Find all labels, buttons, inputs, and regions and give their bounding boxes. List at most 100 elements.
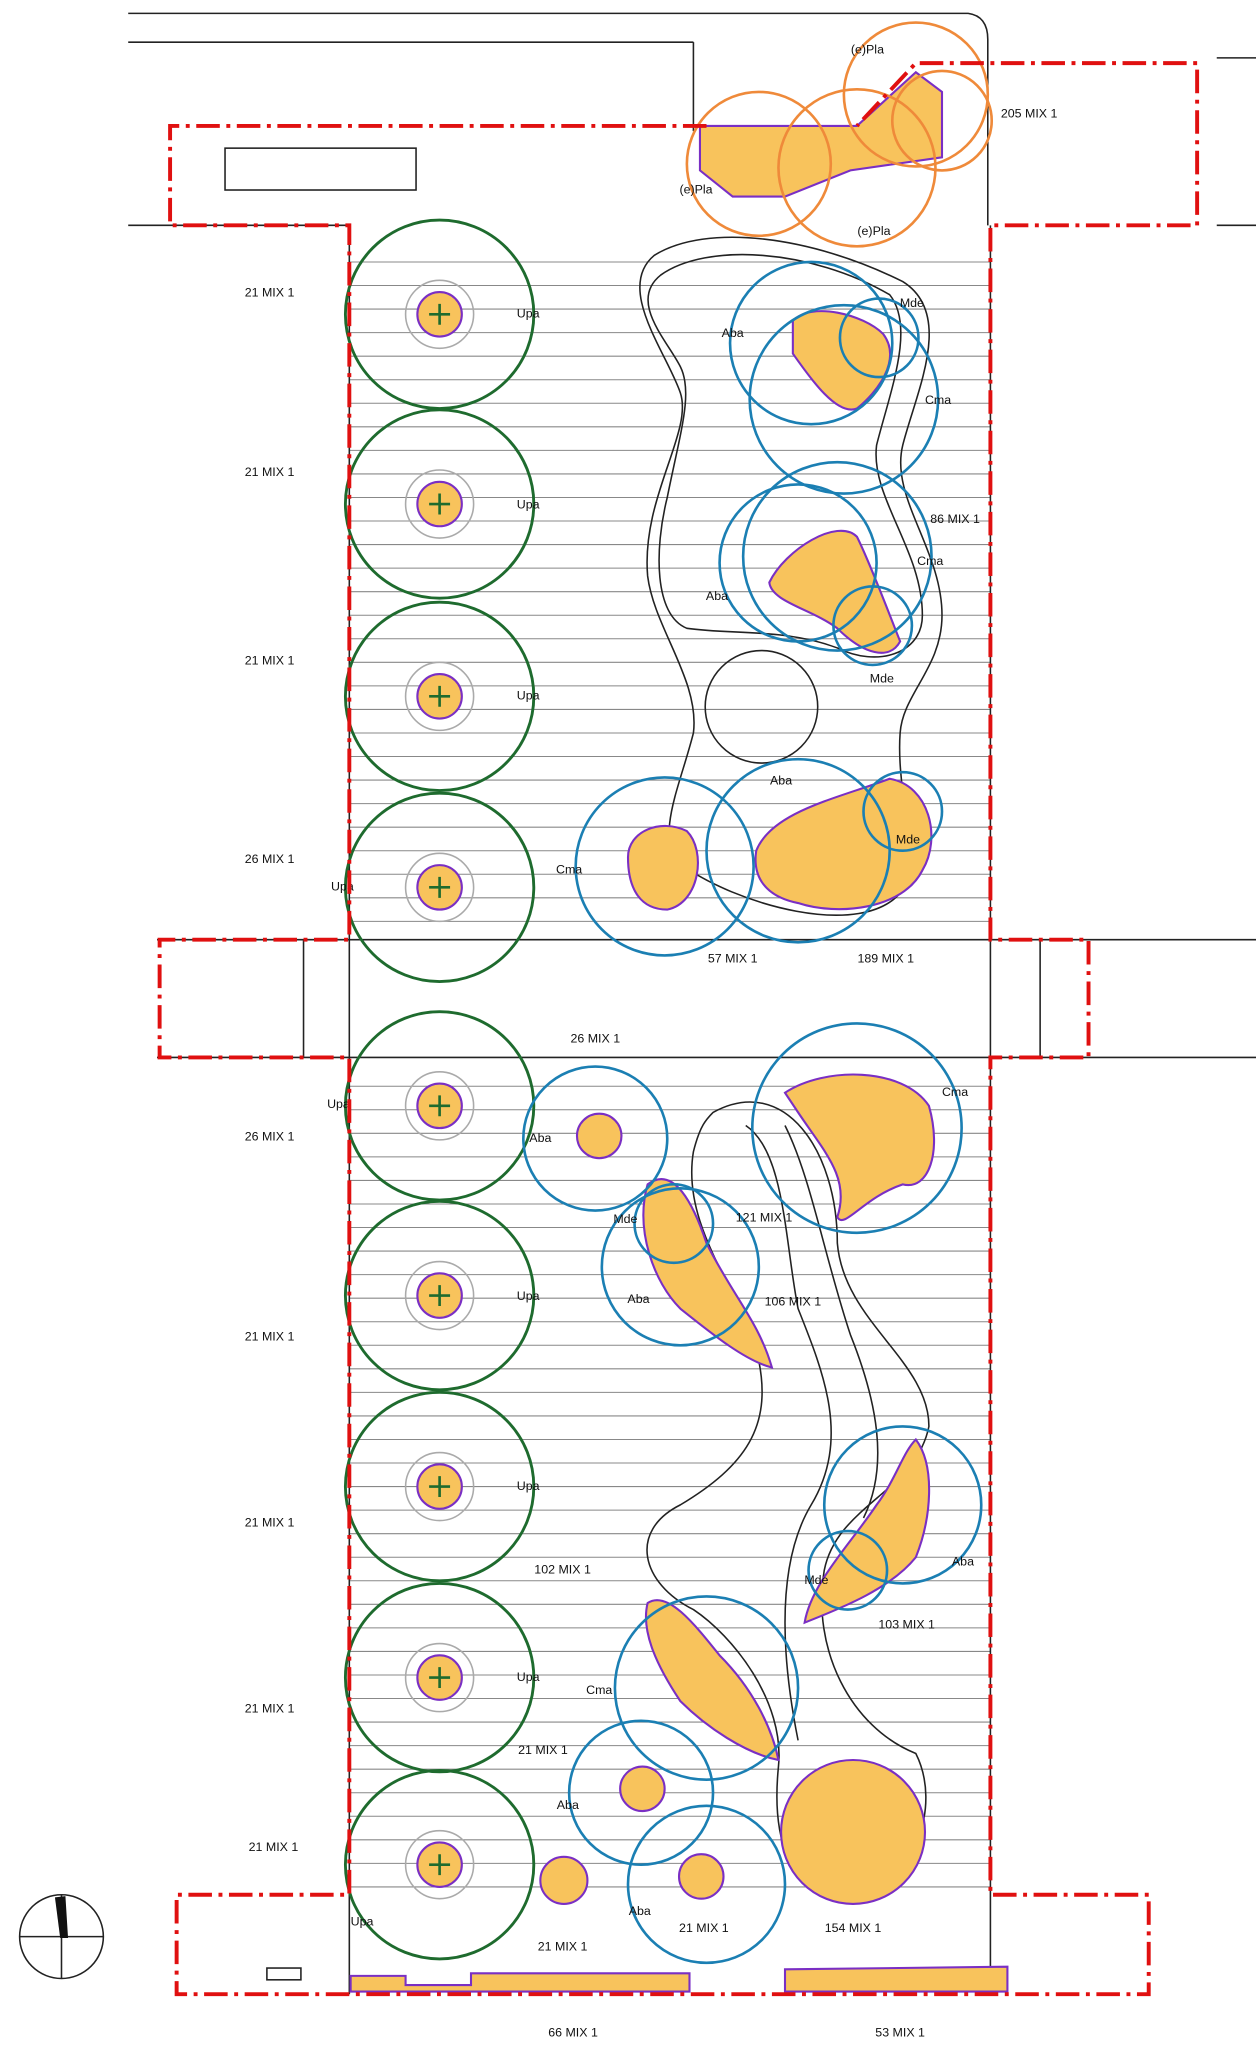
plant-label: 26 MIX 1 xyxy=(570,1031,620,1045)
plant-label: Aba xyxy=(722,326,744,340)
plant-label: 66 MIX 1 xyxy=(548,2026,598,2040)
plant-label: Upa xyxy=(517,1670,540,1684)
upa-canopy xyxy=(343,1390,536,1583)
plant-label: 21 MIX 1 xyxy=(245,1515,295,1529)
planting-beds xyxy=(349,70,1009,1993)
bed xyxy=(780,1758,927,1905)
tree-center xyxy=(429,1285,451,1307)
tree-canopy xyxy=(832,585,914,667)
plant-label: Aba xyxy=(770,774,792,788)
bed xyxy=(619,1765,666,1813)
plant-label: Mde xyxy=(896,833,920,847)
tree-canopy xyxy=(626,1804,787,1965)
bed xyxy=(626,824,699,911)
bed xyxy=(575,1112,623,1160)
structure xyxy=(266,1967,302,1981)
plant-label: Aba xyxy=(529,1131,551,1145)
tree-pit xyxy=(404,852,475,923)
plant-label: Upa xyxy=(517,498,540,512)
tree-canopy xyxy=(600,1186,761,1347)
bed xyxy=(349,1972,691,1993)
plant-label: 21 MIX 1 xyxy=(245,1330,295,1344)
upa-canopy xyxy=(343,791,536,983)
tree-canopy xyxy=(567,1719,715,1866)
north-arrow xyxy=(54,1896,69,1938)
plant-label: 102 MIX 1 xyxy=(534,1563,591,1577)
plant-label: 86 MIX 1 xyxy=(930,512,980,526)
tree-pit xyxy=(404,279,475,350)
plant-label: 21 MIX 1 xyxy=(245,286,295,300)
bed xyxy=(754,777,933,911)
plant-label: Aba xyxy=(952,1555,974,1569)
tree-center xyxy=(429,685,451,707)
tree-center xyxy=(429,1095,451,1117)
plant-label: Mde xyxy=(870,672,894,686)
existing-canopy xyxy=(685,90,833,238)
plant-label: 57 MIX 1 xyxy=(708,952,758,966)
plant-label: 154 MIX 1 xyxy=(825,1921,882,1935)
plant-label: 21 MIX 1 xyxy=(245,465,295,479)
plant-label: Aba xyxy=(706,589,728,603)
bed xyxy=(803,1437,931,1625)
bed xyxy=(783,1073,936,1221)
tree-pit xyxy=(404,661,475,732)
plant-label: 205 MIX 1 xyxy=(1001,106,1058,120)
tree-canopy xyxy=(862,770,944,853)
tree-canopy xyxy=(574,776,755,957)
upa-canopy xyxy=(343,408,536,600)
upa-canopy xyxy=(343,600,536,792)
plant-label: Aba xyxy=(629,1904,651,1918)
plant-label: Mde xyxy=(900,296,924,310)
plant-label: Aba xyxy=(627,1292,649,1306)
plant-label: (e)Pla xyxy=(857,224,890,238)
plant-label: Cma xyxy=(925,393,951,407)
tree-canopy xyxy=(522,1065,669,1212)
tree-pit xyxy=(404,469,475,539)
plant-label: 21 MIX 1 xyxy=(249,1840,299,1854)
bed xyxy=(539,1855,589,1905)
plant-label: 121 MIX 1 xyxy=(736,1211,793,1225)
tree-canopy xyxy=(613,1595,800,1781)
plant-label: Aba xyxy=(557,1798,579,1812)
plant-label: Mde xyxy=(804,1573,828,1587)
plant-label: 26 MIX 1 xyxy=(245,852,295,866)
plant-label: 26 MIX 1 xyxy=(245,1130,295,1144)
labels: (e)Pla (e)Pla (e)Pla 205 MIX 1 21 MIX 1 Upa 21… xyxy=(245,42,1058,2039)
existing-canopy xyxy=(777,87,937,248)
plant-label: 103 MIX 1 xyxy=(878,1618,935,1632)
tree-center xyxy=(429,303,451,325)
plant-label: 21 MIX 1 xyxy=(245,1701,295,1715)
existing-canopy xyxy=(842,21,990,168)
bed xyxy=(768,529,902,654)
tree-canopy xyxy=(807,1529,889,1611)
tree-center xyxy=(429,493,451,515)
plant-label: 106 MIX 1 xyxy=(765,1294,822,1308)
plant-label: (e)Pla xyxy=(679,182,712,196)
plant-label: Upa xyxy=(327,1097,350,1111)
tree-pit xyxy=(404,1451,475,1522)
site-boundary xyxy=(157,61,1200,1997)
plant-label: Cma xyxy=(942,1085,968,1099)
plant-label: Upa xyxy=(517,307,540,321)
tree-canopy xyxy=(748,303,940,495)
tree-center xyxy=(429,1854,451,1876)
plant-label: 189 MIX 1 xyxy=(857,952,914,966)
bed xyxy=(642,1178,774,1369)
plant-label: 53 MIX 1 xyxy=(875,2026,925,2040)
tree-pit xyxy=(404,1071,475,1141)
tree-pit xyxy=(404,1829,475,1900)
upa-canopy xyxy=(343,1199,536,1392)
upa-canopy xyxy=(343,1769,536,1961)
plant-label: Upa xyxy=(517,689,540,703)
tree-pit xyxy=(404,1642,475,1713)
tree-canopy xyxy=(750,1022,963,1235)
existing-canopy xyxy=(890,69,994,172)
plant-label: (e)Pla xyxy=(851,42,884,56)
plant-label: Upa xyxy=(517,1289,540,1303)
tree-canopy xyxy=(838,297,920,379)
bed xyxy=(677,1853,725,1900)
tree-canopies xyxy=(343,21,994,1965)
tree-center xyxy=(429,1667,451,1689)
